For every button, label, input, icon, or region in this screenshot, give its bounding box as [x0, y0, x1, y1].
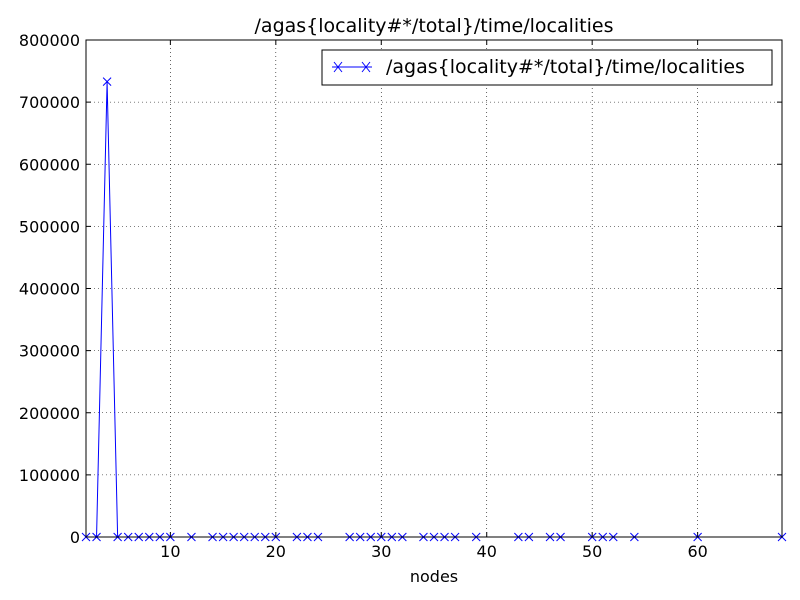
x-axis-label: nodes — [410, 567, 458, 586]
legend: /agas{locality#*/total}/time/localities — [321, 49, 773, 86]
y-tick-label: 0 — [70, 528, 80, 547]
chart-title: /agas{locality#*/total}/time/localities — [255, 15, 614, 37]
y-tick-label: 600000 — [19, 155, 80, 174]
y-tick-label: 500000 — [19, 217, 80, 236]
data-point-marker — [102, 77, 112, 86]
y-tick-label: 100000 — [19, 466, 80, 485]
legend-label: /agas{locality#*/total}/time/localities — [386, 56, 745, 78]
y-tick-label: 700000 — [19, 93, 80, 112]
x-tick-label: 50 — [582, 542, 602, 561]
y-tick-label: 200000 — [19, 404, 80, 423]
x-tick-label: 20 — [266, 542, 286, 561]
x-tick-label: 30 — [371, 542, 391, 561]
y-tick-label: 400000 — [19, 280, 80, 299]
legend-box — [321, 49, 773, 86]
x-tick-label: 10 — [160, 542, 180, 561]
legend-marker-sample — [333, 61, 371, 73]
y-tick-label: 300000 — [19, 342, 80, 361]
x-tick-label: 40 — [477, 542, 497, 561]
ticks-layer: 10 20 30 40 50 60 0 100000 200000 300000 400000 500… — [19, 31, 782, 561]
x-tick-label: 60 — [687, 542, 707, 561]
y-tick-label: 800000 — [19, 31, 80, 50]
